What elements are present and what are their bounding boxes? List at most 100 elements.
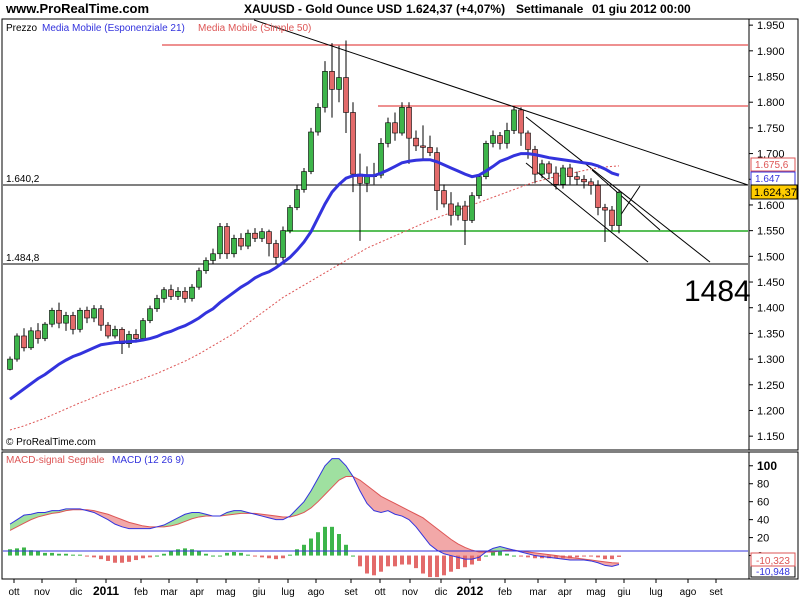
macd-cloud-segment xyxy=(171,517,178,526)
candle-body xyxy=(168,289,174,297)
x-tick-label: lug xyxy=(649,587,662,598)
candle-body xyxy=(441,190,447,205)
datetime-label: 01 giu 2012 00:00 xyxy=(592,2,691,16)
channel-line-mid[interactable] xyxy=(591,169,661,231)
candle-body xyxy=(119,328,125,344)
candles-series xyxy=(7,40,622,371)
candle-body xyxy=(49,309,55,325)
macd-hist-bar xyxy=(526,555,530,558)
price-tick-label: 1.600 xyxy=(757,200,785,212)
x-axis-ticks: ott nov dic 2011 feb mar apr mag giu lug ago set ott… xyxy=(8,579,723,598)
legend-sma: Media Mobile (Simple 50) xyxy=(198,23,311,34)
macd-cloud-segment xyxy=(437,528,444,554)
macd-hist-bar xyxy=(22,547,26,556)
macd-hist-bar xyxy=(64,553,68,556)
macd-cloud-segment xyxy=(38,512,45,517)
candle-body xyxy=(497,135,503,144)
legend-macd-signal: MACD-signal Segnale xyxy=(6,455,105,466)
candle-body xyxy=(315,107,321,133)
candle-body xyxy=(546,163,552,174)
price-axis[interactable] xyxy=(748,18,799,451)
candle-body xyxy=(203,260,209,272)
x-tick-label: feb xyxy=(498,587,512,598)
macd-cloud-segment xyxy=(416,514,423,536)
macd-hist-bar xyxy=(134,555,138,561)
macd-hist-bar xyxy=(428,555,432,578)
macd-hist-bar xyxy=(8,549,12,556)
candle-body xyxy=(245,232,251,247)
macd-badge-text-2: -10,948 xyxy=(756,567,790,578)
candle-body xyxy=(210,253,216,261)
macd-hist-bar xyxy=(295,549,299,556)
candle-body xyxy=(287,207,293,231)
price-panel[interactable] xyxy=(1,18,750,451)
candle-body xyxy=(490,135,496,144)
macd-hist-bar xyxy=(141,555,145,559)
macd-cloud-segment xyxy=(45,510,52,516)
macd-hist-bar xyxy=(197,551,201,556)
macd-hist-bar xyxy=(309,538,313,556)
macd-hist-bar xyxy=(99,555,103,560)
candle-body xyxy=(385,122,391,144)
macd-hist-bar xyxy=(302,544,306,556)
x-tick-label: feb xyxy=(134,587,148,598)
macd-badge-text: -10,323 xyxy=(756,556,790,567)
macd-histogram xyxy=(8,526,621,578)
macd-cloud-segment xyxy=(458,543,465,560)
candle-body xyxy=(238,238,244,247)
candle-body xyxy=(175,290,181,297)
macd-hist-bar xyxy=(15,548,19,556)
candle-body xyxy=(259,231,265,239)
candle-body xyxy=(616,192,622,226)
macd-hist-bar xyxy=(288,554,292,556)
x-tick-label: nov xyxy=(402,587,418,598)
candle-body xyxy=(224,226,230,255)
macd-hist-bar xyxy=(316,532,320,556)
badge-last: 1.624,37 xyxy=(750,184,798,200)
macd-hist-bar xyxy=(57,553,61,556)
channel-line-upper[interactable] xyxy=(525,116,711,263)
macd-hist-bar xyxy=(337,534,341,556)
candle-body xyxy=(280,230,286,258)
macd-cloud-segment xyxy=(374,490,381,513)
candle-body xyxy=(518,109,524,134)
x-tick-label: giu xyxy=(617,587,630,598)
candle-body xyxy=(35,330,41,339)
candle-body xyxy=(364,176,370,184)
macd-hist-bar xyxy=(211,555,215,557)
macd-cloud-segment xyxy=(360,480,367,504)
macd-tick-label: 100 xyxy=(757,459,777,473)
x-tick-label: apr xyxy=(190,587,205,598)
x-tick-label: 2012 xyxy=(457,584,484,598)
candle-body xyxy=(189,286,195,299)
macd-hist-bar xyxy=(246,554,250,556)
drawing-objects[interactable] xyxy=(3,19,749,265)
candle-body xyxy=(308,131,314,172)
candle-body xyxy=(7,358,13,370)
macd-hist-bar xyxy=(456,555,460,570)
macd-tick-label: 60 xyxy=(757,497,769,509)
macd-hist-bar xyxy=(169,551,173,556)
badge-ema: 1.647 xyxy=(750,171,796,186)
macd-hist-bar xyxy=(218,555,222,557)
candle-body xyxy=(133,334,139,339)
macd-hist-bar xyxy=(442,555,446,576)
macd-hist-bar xyxy=(351,555,355,557)
site-name[interactable]: www.ProRealTime.com xyxy=(5,1,149,16)
breakout-line[interactable] xyxy=(619,185,641,217)
macd-cloud-segment xyxy=(381,496,388,513)
macd-hist-bar xyxy=(505,553,509,556)
macd-hist-bar xyxy=(274,555,278,560)
macd-tick-label: 40 xyxy=(757,515,769,527)
candle-body xyxy=(378,143,384,176)
candle-body xyxy=(476,176,482,197)
candle-body xyxy=(273,243,279,258)
candle-body xyxy=(560,167,566,185)
macd-hist-bar xyxy=(477,555,481,561)
candle-body xyxy=(574,176,580,180)
channel-line-lower[interactable] xyxy=(525,162,649,263)
macd-hist-bar xyxy=(414,555,418,569)
downtrend-line-main[interactable] xyxy=(253,19,749,186)
ema21-line xyxy=(9,152,620,401)
